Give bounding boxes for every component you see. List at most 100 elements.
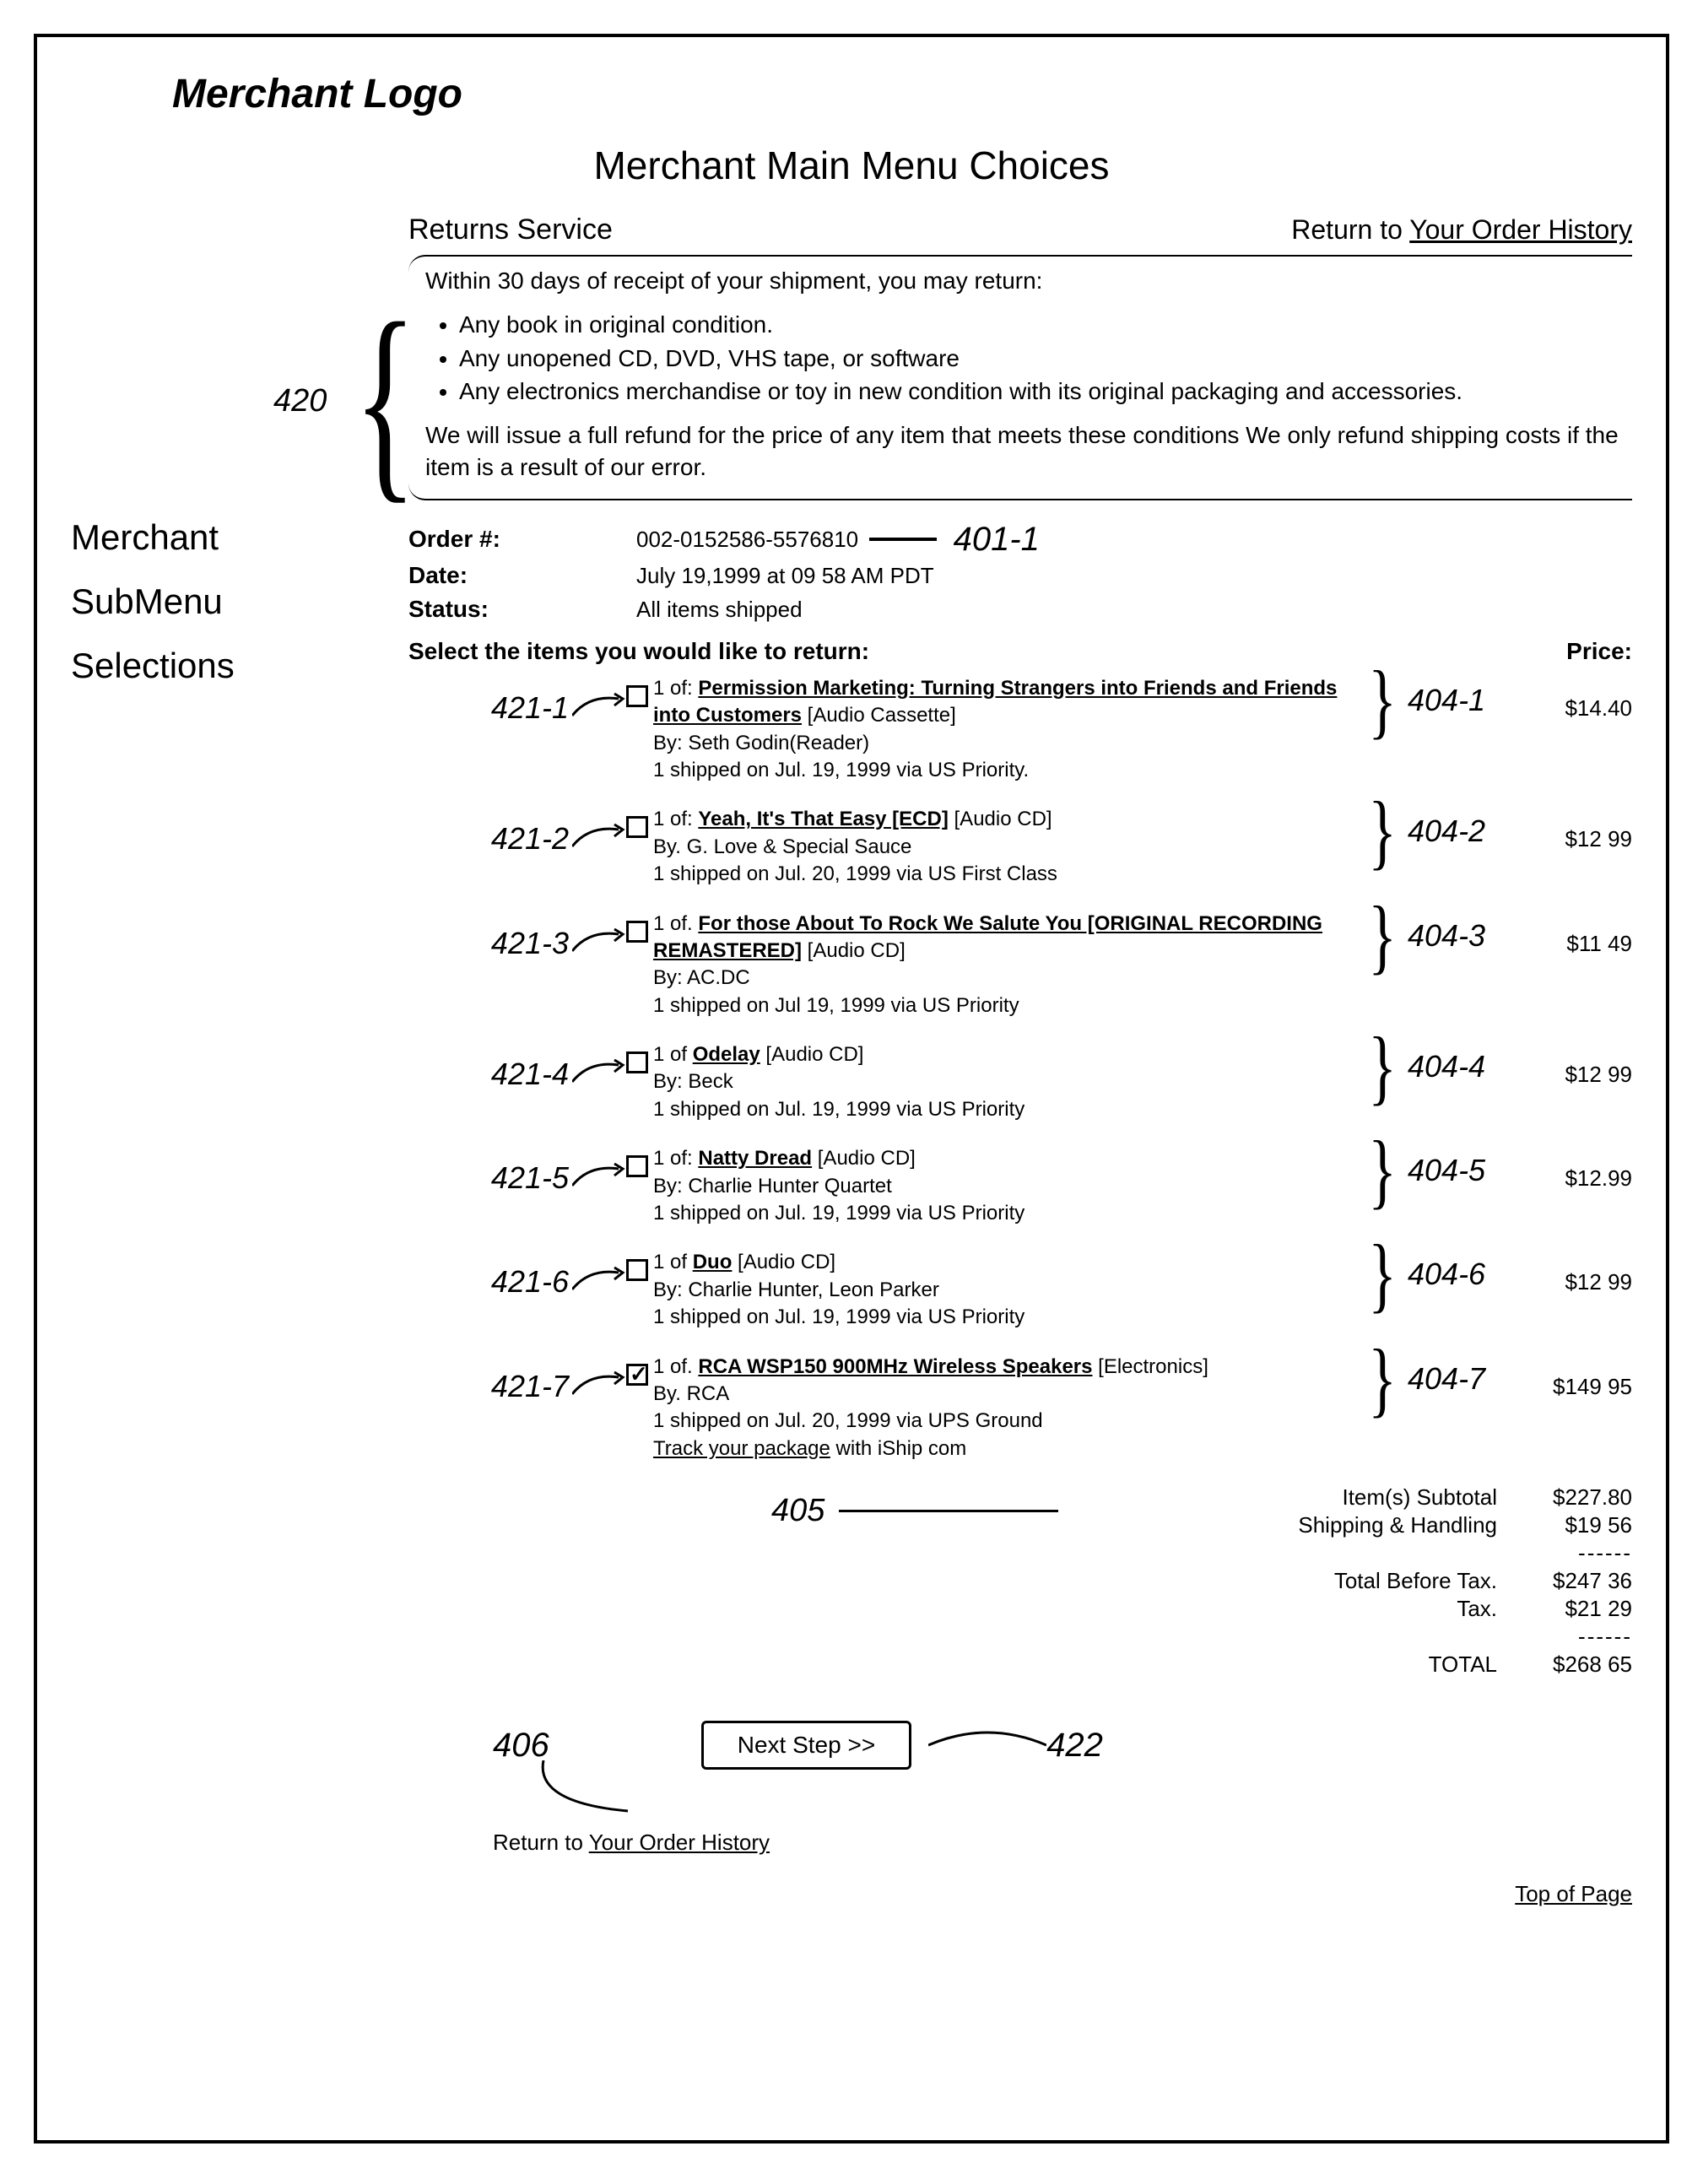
item-title-link[interactable]: Permission Marketing: Turning Strangers … — [653, 677, 1337, 727]
policy-box: Within 30 days of receipt of your shipme… — [408, 255, 1632, 500]
annotation-406: 406 — [493, 1727, 549, 1765]
item-price: $12 99 — [1514, 1249, 1632, 1295]
item-ship-info: 1 shipped on Jul 19, 1999 via US Priorit… — [653, 992, 1354, 1019]
item-title-link[interactable]: Natty Dread — [698, 1147, 812, 1170]
totals-row: Total Before Tax.$247 36 — [1176, 1568, 1632, 1594]
order-value: 002-0152586-5576810 401-1 — [636, 517, 1040, 555]
annotation-arrow-icon — [572, 926, 631, 960]
return-item-checkbox[interactable] — [626, 1364, 648, 1386]
return-item-checkbox[interactable] — [626, 1051, 648, 1073]
item-title-link[interactable]: Odelay — [693, 1043, 760, 1066]
item-row: 421-4 1 of Odelay [Audio CD]By: Beck1 shi… — [408, 1041, 1632, 1123]
item-row: 421-1 1 of: Permission Marketing: Turning… — [408, 675, 1632, 785]
return-prefix-bottom: Return to — [493, 1830, 589, 1855]
date-row: Date: July 19,1999 at 09 58 AM PDT — [408, 562, 1632, 589]
item-title-line: 1 of. For those About To Rock We Salute … — [653, 911, 1354, 965]
annotation-arrow-icon — [572, 821, 631, 855]
item-title-line: 1 of Duo [Audio CD] — [653, 1249, 1354, 1276]
policy-bullet: Any book in original condition. — [459, 309, 1624, 341]
annotation-arrow — [869, 538, 937, 541]
item-author: By. G. Love & Special Sauce — [653, 834, 1354, 861]
annotation-420: 420 — [273, 383, 327, 419]
item-body: 1 of Odelay [Audio CD]By: Beck1 shipped … — [653, 1041, 1362, 1123]
item-author: By: Seth Godin(Reader) — [653, 730, 1354, 757]
totals-label: Total Before Tax. — [1176, 1568, 1522, 1594]
item-title-line: 1 of: Yeah, It's That Easy [ECD] [Audio … — [653, 806, 1354, 833]
top-of-page-link[interactable]: Top of Page — [408, 1881, 1632, 1907]
return-item-checkbox[interactable] — [626, 1155, 648, 1177]
return-item-checkbox[interactable] — [626, 685, 648, 707]
item-ship-info: 1 shipped on Jul. 20, 1999 via UPS Groun… — [653, 1408, 1354, 1435]
sidebar-submenu: SubMenu — [71, 581, 408, 622]
item-row: 421-5 1 of: Natty Dread [Audio CD]By: Cha… — [408, 1145, 1632, 1227]
item-title-line: 1 of. RCA WSP150 900MHz Wireless Speaker… — [653, 1354, 1354, 1381]
totals-value: $19 56 — [1522, 1512, 1632, 1538]
item-title-link[interactable]: RCA WSP150 900MHz Wireless Speakers — [698, 1355, 1092, 1378]
policy-list: Any book in original condition. Any unop… — [459, 309, 1624, 408]
item-title-link[interactable]: For those About To Rock We Salute You [O… — [653, 912, 1322, 962]
main-content: Returns Service Return to Your Order His… — [408, 214, 1632, 1907]
annotation-421-2: 421-2 — [408, 806, 577, 857]
policy-bullet: Any unopened CD, DVD, VHS tape, or softw… — [459, 343, 1624, 375]
item-price: $12 99 — [1514, 806, 1632, 852]
item-brace-annotation: }404-2 — [1362, 806, 1514, 857]
checkbox-cell — [577, 1354, 653, 1372]
price-heading: Price: — [1566, 638, 1632, 665]
totals-label: Shipping & Handling — [1176, 1512, 1522, 1538]
order-history-link-bottom[interactable]: Your Order History — [589, 1830, 770, 1855]
annotation-421-4: 421-4 — [408, 1041, 577, 1092]
item-ship-info: 1 shipped on Jul. 19, 1999 via US Priori… — [653, 1200, 1354, 1227]
item-ship-info: 1 shipped on Jul. 19, 1999 via US Priori… — [653, 1096, 1354, 1123]
items-list: 421-1 1 of: Permission Marketing: Turning… — [408, 675, 1632, 1462]
item-body: 1 of: Yeah, It's That Easy [ECD] [Audio … — [653, 806, 1362, 888]
next-step-row: 406 Next Step >> 422 — [408, 1711, 1632, 1779]
order-number-row: Order #: 002-0152586-5576810 401-1 — [408, 517, 1632, 555]
item-body: 1 of: Natty Dread [Audio CD]By: Charlie … — [653, 1145, 1362, 1227]
item-price: $12.99 — [1514, 1145, 1632, 1192]
checkbox-cell — [577, 806, 653, 824]
totals-value: $21 29 — [1522, 1596, 1632, 1622]
item-body: 1 of. RCA WSP150 900MHz Wireless Speaker… — [653, 1354, 1362, 1463]
item-title-link[interactable]: Yeah, It's That Easy [ECD] — [698, 808, 948, 830]
item-row: 421-2 1 of: Yeah, It's That Easy [ECD] [A… — [408, 806, 1632, 888]
sidebar-selections: Selections — [71, 646, 408, 686]
checkbox-cell — [577, 911, 653, 929]
checkbox-cell — [577, 1041, 653, 1060]
annotation-422-arrow — [928, 1728, 1046, 1762]
annotation-406-arrow — [527, 1760, 662, 1828]
item-title-link[interactable]: Duo — [693, 1251, 733, 1273]
return-prefix: Return to — [1291, 214, 1409, 245]
date-label: Date: — [408, 562, 636, 589]
item-brace-annotation: }404-4 — [1362, 1041, 1514, 1092]
policy-brace: { — [354, 290, 417, 510]
annotation-421-5: 421-5 — [408, 1145, 577, 1196]
annotation-422: 422 — [1046, 1727, 1103, 1765]
item-row: 421-61 of Duo [Audio CD]By: Charlie Hunt… — [408, 1249, 1632, 1331]
item-body: 1 of: Permission Marketing: Turning Stra… — [653, 675, 1362, 785]
annotation-421-7: 421-7 — [408, 1354, 577, 1404]
item-title-line: 1 of Odelay [Audio CD] — [653, 1041, 1354, 1068]
track-package-link[interactable]: Track your package — [653, 1437, 830, 1460]
checkbox-cell — [577, 1145, 653, 1164]
annotation-421-1: 421-1 — [408, 675, 577, 726]
totals-row: Tax.$21 29 — [1176, 1596, 1632, 1622]
annotation-405-arrow — [839, 1510, 1058, 1512]
totals-grand-row: TOTAL $268 65 — [1176, 1652, 1632, 1678]
next-step-button[interactable]: Next Step >> — [701, 1721, 911, 1770]
item-author: By: AC.DC — [653, 965, 1354, 992]
return-history-top: Return to Your Order History — [1291, 214, 1632, 246]
date-value: July 19,1999 at 09 58 AM PDT — [636, 563, 934, 589]
annotation-401-1: 401-1 — [954, 521, 1040, 558]
return-item-checkbox[interactable] — [626, 1259, 648, 1281]
totals-separator: ------ — [1176, 1540, 1632, 1566]
status-row: Status: All items shipped — [408, 596, 1632, 623]
item-title-line: 1 of: Permission Marketing: Turning Stra… — [653, 675, 1354, 730]
return-item-checkbox[interactable] — [626, 921, 648, 943]
totals-label: Item(s) Subtotal — [1176, 1484, 1522, 1511]
order-label: Order #: — [408, 526, 636, 553]
return-item-checkbox[interactable] — [626, 816, 648, 838]
totals-row: Item(s) Subtotal$227.80 — [1176, 1484, 1632, 1511]
order-number: 002-0152586-5576810 — [636, 527, 858, 552]
policy-intro: Within 30 days of receipt of your shipme… — [425, 265, 1624, 297]
order-history-link-top[interactable]: Your Order History — [1409, 214, 1632, 245]
